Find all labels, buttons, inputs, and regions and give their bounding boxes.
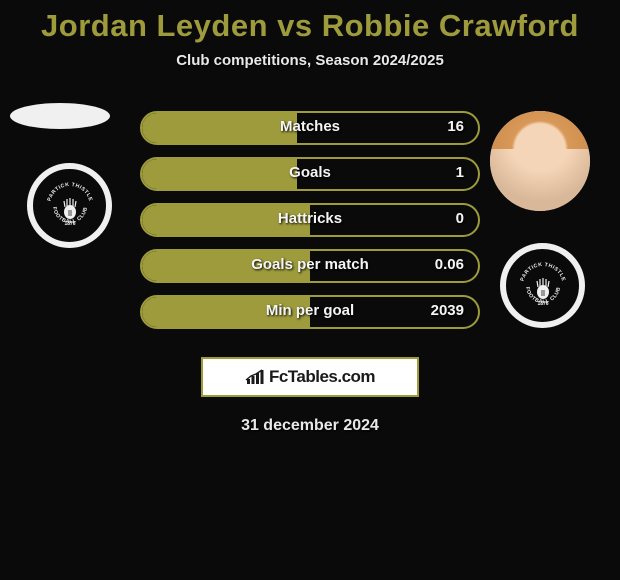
thistle-icon: PARTICK THISTLE FOOTBALL CLUB 1876 bbox=[518, 261, 568, 311]
date-text: 31 december 2024 bbox=[0, 417, 620, 435]
stat-bar-value-right: 0.06 bbox=[435, 256, 464, 273]
page-title: Jordan Leyden vs Robbie Crawford bbox=[0, 8, 620, 44]
page-subtitle: Club competitions, Season 2024/2025 bbox=[0, 52, 620, 69]
stat-bar-label: Goals bbox=[289, 164, 331, 181]
stat-bar: Matches 16 bbox=[140, 111, 480, 145]
brand-box[interactable]: FcTables.com bbox=[201, 357, 419, 397]
stat-bar: Min per goal 2039 bbox=[140, 295, 480, 329]
stat-bar-label: Hattricks bbox=[278, 210, 342, 227]
stat-bar-fill bbox=[142, 159, 297, 189]
player-right-avatar bbox=[490, 111, 590, 211]
stat-bars: Matches 16 Goals 1 Hattricks 0 Goals per match… bbox=[140, 111, 480, 341]
club-crest-left: PARTICK THISTLE FOOTBALL CLUB 1876 bbox=[27, 163, 112, 248]
stat-bar-label: Matches bbox=[280, 118, 340, 135]
player-left-avatar bbox=[10, 103, 110, 129]
main-panel: PARTICK THISTLE FOOTBALL CLUB 1876 bbox=[0, 93, 620, 353]
stat-bar-label: Min per goal bbox=[266, 302, 354, 319]
crest-year: 1876 bbox=[64, 221, 75, 227]
stat-bar-label: Goals per match bbox=[251, 256, 369, 273]
stat-bar: Goals 1 bbox=[140, 157, 480, 191]
stat-bar-value-right: 1 bbox=[456, 164, 464, 181]
stat-bar-fill bbox=[142, 113, 297, 143]
stat-bar-value-right: 0 bbox=[456, 210, 464, 227]
club-crest-right: PARTICK THISTLE FOOTBALL CLUB 1876 bbox=[500, 243, 585, 328]
brand-text: FcTables.com bbox=[269, 367, 375, 387]
stat-bar: Hattricks 0 bbox=[140, 203, 480, 237]
svg-text:1876: 1876 bbox=[537, 301, 548, 307]
stat-bar-value-right: 2039 bbox=[431, 302, 464, 319]
thistle-icon: PARTICK THISTLE FOOTBALL CLUB 1876 bbox=[45, 181, 95, 231]
stat-bar: Goals per match 0.06 bbox=[140, 249, 480, 283]
comparison-card: Jordan Leyden vs Robbie Crawford Club co… bbox=[0, 0, 620, 435]
chart-icon bbox=[245, 369, 265, 385]
stat-bar-value-right: 16 bbox=[447, 118, 464, 135]
